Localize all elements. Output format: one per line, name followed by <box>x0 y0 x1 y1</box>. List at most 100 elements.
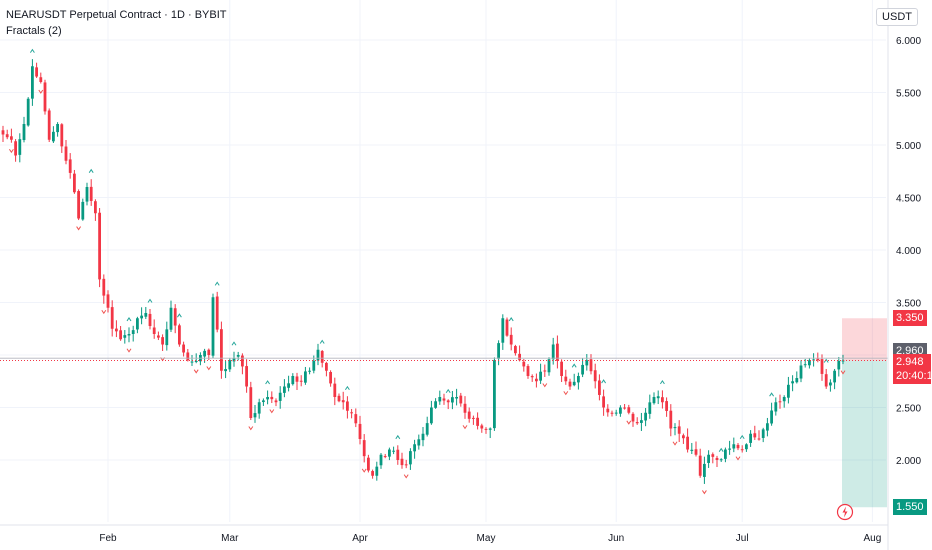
x-tick-label: Aug <box>864 533 882 544</box>
candle <box>673 423 677 436</box>
candles <box>1 59 845 484</box>
candle <box>522 359 526 372</box>
y-tick-label: 6.000 <box>896 36 921 47</box>
candle <box>698 448 702 478</box>
candle <box>493 357 496 431</box>
fractal-down-marker <box>626 420 632 425</box>
candle <box>501 314 505 350</box>
candle <box>119 326 122 341</box>
candle <box>60 123 64 153</box>
candle <box>724 447 727 463</box>
flash-icon[interactable] <box>836 503 854 521</box>
candle <box>665 397 668 417</box>
candle <box>833 368 836 390</box>
fractal-up-marker <box>718 447 724 452</box>
indicator-legend[interactable]: Fractals (2) <box>6 25 62 37</box>
candle <box>39 72 43 84</box>
x-tick-label: Feb <box>99 533 117 544</box>
candle <box>715 455 719 468</box>
fractal-down-marker <box>101 309 107 315</box>
candle <box>140 307 143 325</box>
candle <box>224 361 227 379</box>
candle <box>610 410 614 417</box>
candle <box>791 375 794 392</box>
grid-lines <box>0 0 886 522</box>
x-tick-label: May <box>477 533 496 544</box>
candle <box>438 390 442 405</box>
currency-button[interactable]: USDT <box>876 8 918 26</box>
stop-price-label: 1.550 <box>893 499 927 516</box>
candle <box>1 125 5 142</box>
candle <box>829 379 832 392</box>
candle <box>430 400 433 425</box>
candle <box>480 423 484 433</box>
candle <box>509 327 513 351</box>
candle <box>631 412 635 427</box>
candle <box>488 427 492 439</box>
candle <box>68 153 72 179</box>
fractal-down-marker <box>206 366 212 371</box>
candle <box>215 291 219 333</box>
candle <box>816 352 820 363</box>
candle <box>270 391 274 404</box>
candle <box>77 189 80 221</box>
candle <box>446 399 450 410</box>
candle <box>606 404 610 417</box>
y-tick-label: 5.500 <box>896 89 921 100</box>
candle <box>652 392 656 405</box>
candle <box>766 417 769 437</box>
candle <box>131 325 135 342</box>
candle <box>173 304 177 334</box>
fractal-up-marker <box>88 168 94 173</box>
candle <box>152 319 156 339</box>
candle <box>278 386 282 409</box>
candle <box>35 62 38 78</box>
candle <box>346 396 349 419</box>
candle <box>299 375 303 387</box>
candle <box>178 323 181 347</box>
candle <box>236 351 240 361</box>
stop-zone[interactable] <box>842 360 887 508</box>
candle <box>703 456 706 484</box>
candle <box>669 404 673 437</box>
candle <box>295 372 299 390</box>
candle <box>564 369 568 385</box>
fractal-up-marker <box>231 341 237 346</box>
candle <box>14 139 17 162</box>
candle <box>593 363 597 389</box>
candle <box>333 377 337 406</box>
candle <box>602 389 605 416</box>
target-zone[interactable] <box>842 318 887 361</box>
candle <box>245 359 248 393</box>
candle <box>451 390 454 410</box>
candle <box>421 426 425 447</box>
candle <box>644 408 647 427</box>
candle <box>837 356 841 377</box>
candle <box>467 407 471 423</box>
symbol-title[interactable]: NEARUSDT Perpetual Contract · 1D · BYBIT <box>6 9 227 21</box>
candle <box>476 412 479 430</box>
candle <box>623 403 626 410</box>
candle <box>115 320 118 338</box>
candle <box>598 374 601 401</box>
candle <box>740 445 744 453</box>
candle <box>199 352 202 366</box>
candle <box>686 428 689 453</box>
candle <box>287 375 290 392</box>
candle <box>803 358 807 368</box>
candle <box>413 439 416 459</box>
current-price-label: 2.948 20:40:12 <box>893 354 932 385</box>
candle <box>463 396 467 419</box>
candle <box>556 335 559 369</box>
candle <box>358 415 362 445</box>
fractal-down-marker <box>563 391 569 396</box>
candle <box>589 354 593 375</box>
candle <box>787 376 790 404</box>
candle <box>211 293 215 359</box>
countdown-timer: 20:40:12 <box>896 370 932 383</box>
fractal-up-marker <box>571 363 577 368</box>
candle <box>362 434 366 463</box>
candle <box>228 358 232 372</box>
